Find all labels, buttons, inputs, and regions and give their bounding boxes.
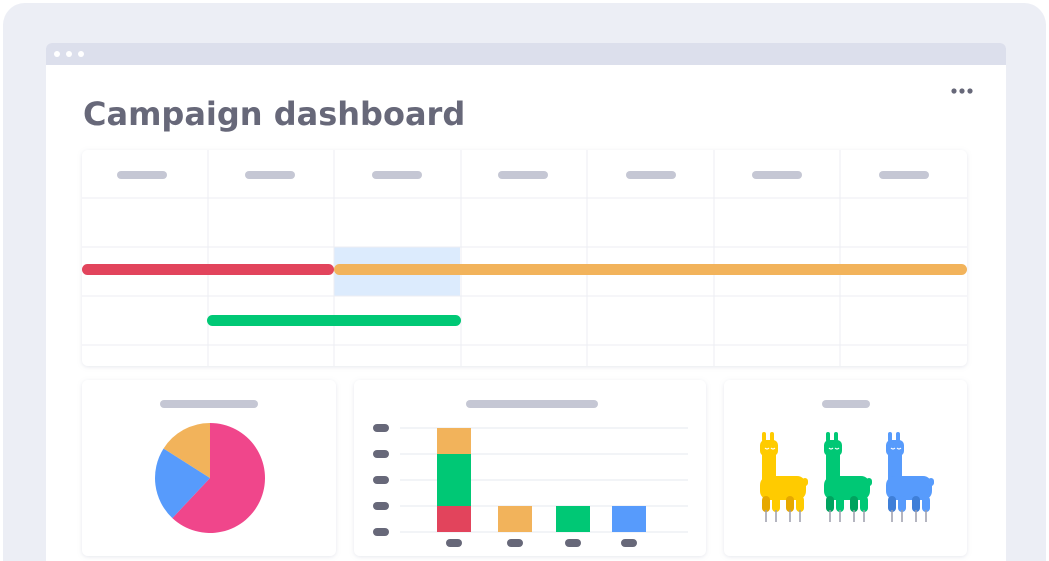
llama bbox=[824, 432, 872, 522]
llama-neck bbox=[762, 450, 776, 484]
axis-pill bbox=[373, 476, 389, 484]
llama-tail bbox=[928, 478, 934, 486]
llama-body bbox=[886, 476, 932, 500]
llama-ear bbox=[770, 432, 774, 442]
pie-slice bbox=[172, 422, 265, 533]
pie-chart bbox=[155, 422, 265, 533]
llama-eyes bbox=[828, 447, 840, 450]
bar-segment bbox=[498, 506, 532, 532]
x-pill bbox=[446, 539, 462, 547]
bar-segment bbox=[437, 506, 471, 532]
llama-leg bbox=[860, 496, 868, 512]
llama-neck bbox=[826, 450, 840, 484]
axis-pill bbox=[373, 528, 389, 536]
bar-segment bbox=[437, 428, 471, 454]
llama-leg bbox=[836, 496, 844, 512]
window-bar bbox=[46, 43, 1006, 65]
llama-card bbox=[724, 380, 967, 556]
bar-chart bbox=[373, 424, 688, 547]
axis-pill bbox=[373, 424, 389, 432]
llamas bbox=[760, 432, 934, 522]
llama-ear bbox=[888, 432, 892, 442]
pie-slice bbox=[155, 448, 210, 519]
bar-segment bbox=[556, 506, 590, 532]
x-pill bbox=[565, 539, 581, 547]
axis-pill bbox=[373, 502, 389, 510]
llama-leg bbox=[762, 496, 770, 512]
llama-eyes bbox=[764, 447, 776, 450]
llama bbox=[886, 432, 934, 522]
gantt-card bbox=[82, 150, 967, 366]
llama-body bbox=[760, 476, 806, 500]
llama-body bbox=[824, 476, 870, 500]
x-pill bbox=[621, 539, 637, 547]
llama-ear bbox=[762, 432, 766, 442]
llama-leg bbox=[772, 496, 780, 512]
window-dots bbox=[54, 51, 84, 57]
llama-leg bbox=[796, 496, 804, 512]
llama-eyes bbox=[890, 447, 902, 450]
llama-leg bbox=[888, 496, 896, 512]
llama-ear bbox=[826, 432, 830, 442]
bar-segment bbox=[437, 454, 471, 506]
llama-leg bbox=[922, 496, 930, 512]
llama-leg bbox=[826, 496, 834, 512]
llama-neck bbox=[888, 450, 902, 484]
menu-dots[interactable] bbox=[951, 88, 973, 94]
x-pill bbox=[507, 539, 523, 547]
llama-leg bbox=[786, 496, 794, 512]
llama-ear bbox=[834, 432, 838, 442]
llama-leg bbox=[850, 496, 858, 512]
axis-pill bbox=[373, 450, 389, 458]
llama-tail bbox=[802, 478, 808, 486]
bar-segment bbox=[612, 506, 646, 532]
llama-tail bbox=[866, 478, 872, 486]
llama-leg bbox=[898, 496, 906, 512]
title: Campaign dashboard bbox=[83, 95, 465, 133]
llama-ear bbox=[896, 432, 900, 442]
llama-leg bbox=[912, 496, 920, 512]
llama bbox=[760, 432, 808, 522]
pie-slice bbox=[163, 422, 210, 478]
